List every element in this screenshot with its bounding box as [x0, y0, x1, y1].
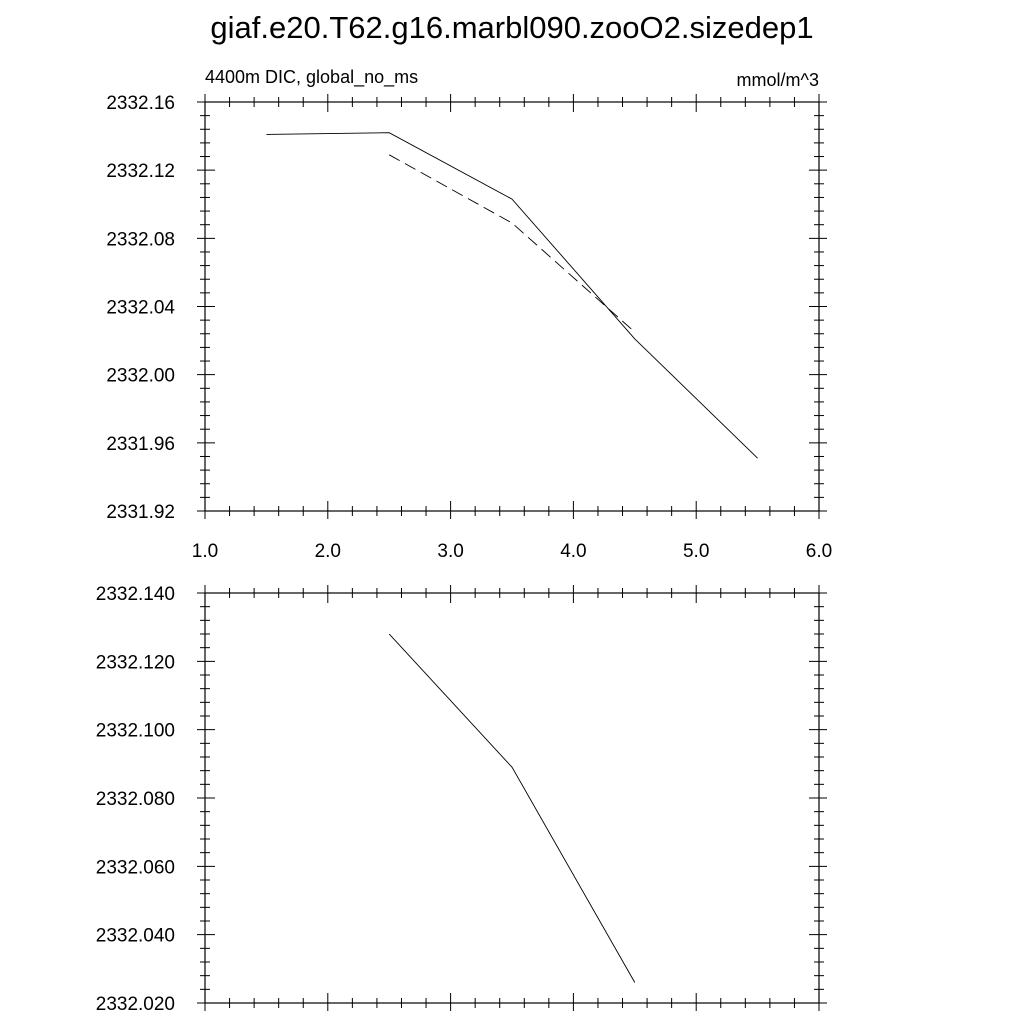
chart-title: giaf.e20.T62.g16.marbl090.zooO2.sizedep1	[210, 10, 813, 45]
y-tick-label: 2332.040	[96, 926, 175, 947]
y-tick-label: 2332.16	[106, 93, 175, 114]
x-tick-label: 4.0	[560, 541, 586, 562]
series-line-solid	[388, 633, 636, 983]
chart-units-label: mmol/m^3	[737, 70, 819, 90]
x-tick-label: 6.0	[806, 541, 832, 562]
x-tick-label: 1.0	[192, 541, 218, 562]
x-tick-label: 2.0	[315, 541, 341, 562]
series-line-solid	[266, 132, 758, 459]
y-tick-label: 2332.140	[96, 584, 175, 605]
y-tick-label: 2332.04	[106, 298, 175, 319]
y-tick-label: 2332.08	[106, 229, 175, 250]
plot-frame	[204, 101, 820, 512]
y-tick-label: 2332.12	[106, 161, 175, 182]
y-tick-label: 2332.060	[96, 857, 175, 878]
x-tick-label: 3.0	[437, 541, 463, 562]
plot-frame	[204, 592, 820, 1004]
y-tick-label: 2331.92	[106, 502, 175, 523]
y-tick-label: 2332.020	[96, 994, 175, 1015]
bottom-panel: 2332.020 2332.040 2332.060 2332.080 2332.100…	[96, 584, 827, 1015]
x-tick-label: 5.0	[683, 541, 709, 562]
y-tick-label: 2332.080	[96, 789, 175, 810]
chart-subtitle-left: 4400m DIC, global_no_ms	[205, 67, 418, 88]
top-panel: 2331.92 2331.96 2332.00 2332.04 2332.08 2332.…	[106, 93, 832, 562]
y-tick-label: 2331.96	[106, 434, 175, 455]
y-tick-label: 2332.00	[106, 366, 175, 387]
y-tick-label: 2332.120	[96, 652, 175, 673]
series-line-dashed	[388, 154, 636, 333]
y-tick-label: 2332.100	[96, 721, 175, 742]
